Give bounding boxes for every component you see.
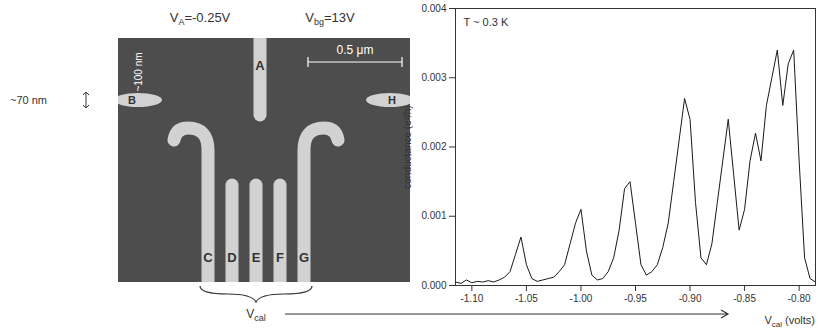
svg-text:Vbg=13V: Vbg=13V [305,10,355,27]
svg-text:0.001: 0.001 [421,210,446,221]
svg-text:0.003: 0.003 [421,72,446,83]
svg-text:0.5 μm: 0.5 μm [337,43,374,57]
svg-text:D: D [227,250,236,265]
svg-text:~70 nm: ~70 nm [10,94,47,106]
svg-text:-0.85: -0.85 [733,293,756,304]
svg-text:VA=-0.25V: VA=-0.25V [170,10,231,27]
svg-text:0.002: 0.002 [421,141,446,152]
svg-text:-0.80: -0.80 [788,293,811,304]
svg-text:conductance (e²/h): conductance (e²/h) [402,105,413,188]
svg-text:G: G [299,250,309,265]
svg-text:E: E [252,250,261,265]
svg-text:A: A [255,58,265,73]
svg-text:0.000: 0.000 [421,280,446,291]
svg-text:-1.00: -1.00 [570,293,593,304]
svg-text:~100 nm: ~100 nm [133,52,144,91]
svg-text:C: C [203,250,213,265]
svg-text:-1.10: -1.10 [460,293,483,304]
svg-text:Vcal: Vcal [246,307,266,323]
svg-text:0.004: 0.004 [421,3,446,14]
svg-text:-0.95: -0.95 [624,293,647,304]
svg-text:Vcal (volts): Vcal (volts) [764,314,815,329]
svg-text:B: B [128,94,136,106]
svg-text:H: H [388,94,396,106]
svg-text:-0.90: -0.90 [679,293,702,304]
svg-text:F: F [276,250,284,265]
svg-text:-1.05: -1.05 [515,293,538,304]
svg-text:T ~ 0.3 K: T ~ 0.3 K [464,16,509,28]
